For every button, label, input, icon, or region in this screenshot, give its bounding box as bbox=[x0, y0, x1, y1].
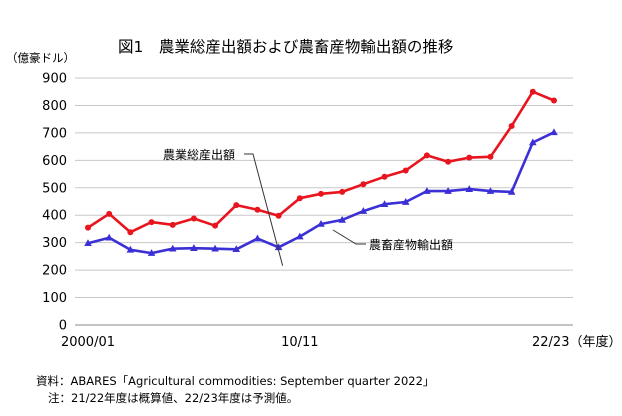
data-point bbox=[338, 215, 346, 223]
data-point bbox=[147, 249, 156, 256]
data-point bbox=[148, 219, 155, 226]
data-point bbox=[423, 152, 430, 159]
y-tick-label: 200 bbox=[42, 264, 67, 279]
data-point bbox=[423, 187, 431, 194]
data-point bbox=[487, 153, 494, 160]
leader-line bbox=[332, 229, 366, 245]
x-tick-label: 22/23（年度） bbox=[532, 334, 621, 350]
data-point bbox=[254, 206, 261, 213]
y-unit-label: （億豪ドル） bbox=[6, 51, 75, 65]
series-1 bbox=[84, 128, 558, 256]
data-point bbox=[84, 239, 92, 247]
data-point bbox=[211, 244, 219, 252]
x-axis: 2000/01 10/11 22/23（年度） bbox=[61, 324, 621, 350]
data-point bbox=[296, 195, 303, 202]
y-tick-label: 100 bbox=[42, 291, 67, 306]
data-point bbox=[445, 158, 452, 165]
data-point bbox=[190, 215, 197, 222]
data-point bbox=[274, 243, 283, 251]
data-point bbox=[486, 187, 495, 194]
data-point bbox=[444, 187, 452, 194]
leader-line bbox=[244, 153, 284, 266]
data-point bbox=[381, 173, 388, 180]
data-point bbox=[339, 188, 346, 195]
data-point bbox=[126, 245, 135, 253]
data-point bbox=[360, 181, 367, 188]
data-point bbox=[212, 222, 219, 229]
data-point bbox=[105, 233, 113, 241]
y-tick-label: 800 bbox=[42, 99, 67, 114]
footnote: 注：21/22年度は概算値、22/23年度は予測値。 bbox=[48, 391, 299, 405]
y-tick-label: 700 bbox=[42, 126, 67, 141]
y-tick-label: 900 bbox=[42, 72, 67, 87]
data-point bbox=[529, 88, 536, 95]
chart: 図1 農業総産出額および農畜産物輸出額の推移 （億豪ドル） 0 100 200 300… bbox=[6, 38, 621, 350]
y-tick-label: 400 bbox=[42, 209, 67, 224]
data-point bbox=[550, 128, 558, 136]
chart-notes: 資料：ABARES「Agricultural commodities: Sept… bbox=[36, 373, 434, 407]
data-point bbox=[551, 97, 557, 104]
data-point bbox=[402, 167, 409, 174]
y-tick-label: 300 bbox=[42, 236, 67, 251]
data-point bbox=[359, 207, 368, 214]
data-point bbox=[85, 224, 91, 231]
series-label-gross: 農業総産出額 bbox=[163, 147, 235, 162]
data-point bbox=[466, 154, 473, 161]
data-point bbox=[190, 244, 198, 251]
data-point bbox=[169, 221, 176, 228]
source-note: 資料：ABARES「Agricultural commodities: Sept… bbox=[36, 374, 435, 388]
data-point bbox=[275, 212, 282, 219]
chart-title: 図1 農業総産出額および農畜産物輸出額の推移 bbox=[118, 38, 453, 56]
data-point bbox=[127, 229, 134, 236]
y-tick-label: 0 bbox=[59, 319, 67, 334]
data-point bbox=[317, 220, 325, 227]
series-0 bbox=[85, 88, 557, 236]
series-label-export: 農畜産物輸出額 bbox=[369, 237, 453, 252]
series-lines bbox=[84, 88, 558, 256]
y-axis-ticks: 0 100 200 300 400 500 600 700 800 900 bbox=[42, 72, 67, 334]
data-point bbox=[296, 232, 304, 240]
data-point bbox=[529, 138, 537, 146]
y-tick-label: 500 bbox=[42, 181, 67, 196]
data-point bbox=[318, 190, 324, 197]
x-tick-label: 2000/01 bbox=[61, 335, 115, 350]
data-point bbox=[232, 245, 241, 253]
series-line bbox=[87, 90, 555, 234]
data-point bbox=[507, 187, 516, 195]
data-point bbox=[233, 202, 240, 209]
y-tick-label: 600 bbox=[42, 154, 67, 169]
data-point bbox=[253, 234, 262, 242]
data-point bbox=[106, 210, 113, 217]
data-point bbox=[380, 200, 389, 208]
data-point bbox=[168, 244, 177, 252]
data-point bbox=[465, 185, 474, 192]
data-point bbox=[401, 198, 410, 205]
x-tick-label: 10/11 bbox=[281, 335, 318, 350]
data-point bbox=[508, 123, 515, 130]
grid-lines bbox=[75, 77, 573, 299]
